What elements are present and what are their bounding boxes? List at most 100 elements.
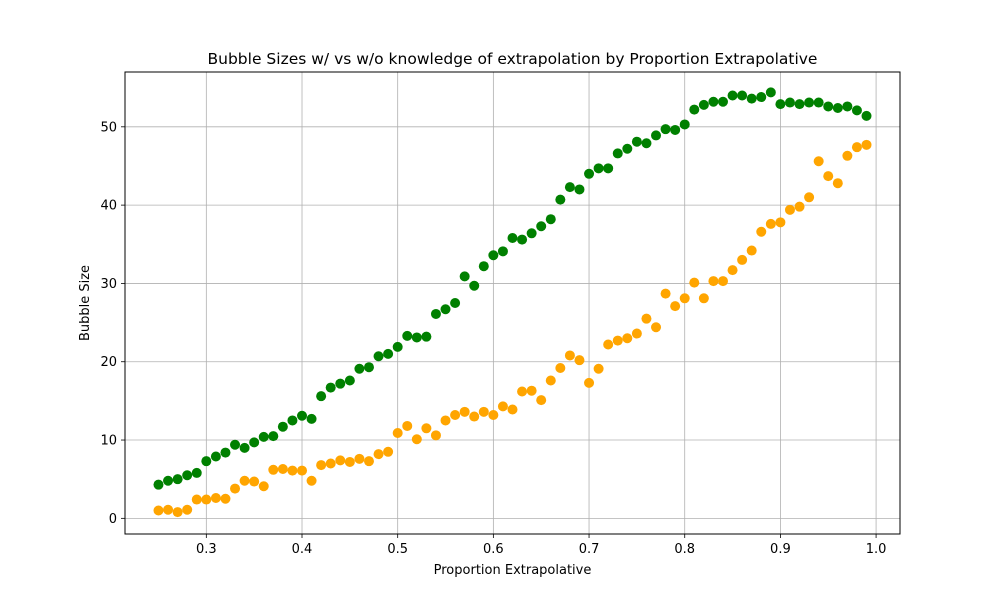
grid-lines (125, 72, 900, 534)
x-axis-ticks: 0.3 0.4 0.5 0.6 0.7 0.8 0.9 1.0 (196, 534, 886, 557)
series-1-point (813, 97, 824, 108)
series-1-point (861, 110, 872, 121)
series-1-point (450, 298, 461, 308)
y-tick-label: 30 (100, 277, 117, 292)
series-1-point (574, 184, 585, 195)
series-1-point (297, 410, 308, 421)
x-tick-label: 0.5 (387, 542, 408, 557)
series-1-point (851, 105, 862, 116)
series-2-point (182, 504, 193, 515)
series-2-point (564, 350, 575, 361)
series-2-point (268, 464, 279, 475)
series-2-point (488, 409, 499, 420)
series-2-point (373, 449, 384, 460)
series-2-point (545, 375, 556, 386)
series-2-point (230, 483, 241, 494)
series-2-point (794, 201, 805, 212)
series-1-point (698, 99, 709, 110)
series-2-point (775, 217, 786, 228)
series-2-point (459, 406, 470, 417)
series-1-point (316, 391, 327, 402)
series-2-point (210, 492, 221, 503)
series-2-point (584, 377, 595, 388)
series-2-point (297, 465, 308, 476)
x-tick-label: 0.3 (196, 542, 217, 557)
series-1-point (651, 130, 662, 141)
series-1-point (689, 104, 700, 115)
series-1-point (593, 163, 604, 174)
series-2-point (861, 139, 872, 150)
series-1-point (622, 143, 633, 154)
series-2-point (631, 328, 642, 339)
y-tick-label: 50 (100, 120, 117, 135)
series-2-point (344, 456, 355, 467)
series-2-point (153, 505, 164, 516)
series-1-point (536, 221, 547, 232)
y-tick-label: 10 (100, 434, 117, 449)
series-2-point (306, 475, 317, 486)
series-1-point (746, 93, 757, 104)
series-2-point (287, 465, 298, 476)
series-1-point (708, 96, 719, 107)
series-2-point (517, 386, 528, 397)
x-tick-label: 0.6 (483, 542, 504, 557)
series-1-point (220, 447, 231, 458)
series-1-point (277, 421, 288, 432)
series-2-point (698, 293, 709, 304)
series-1-point (717, 96, 728, 107)
series-1-point (363, 362, 374, 373)
y-axis-label: Bubble Size (78, 265, 93, 341)
series-2-point (832, 178, 843, 189)
y-tick-label: 20 (100, 355, 117, 370)
series-2-point (478, 406, 489, 417)
series-2-point (191, 494, 202, 505)
series-1-point (191, 467, 202, 478)
series-1-point (670, 124, 681, 135)
series-2-point (172, 507, 183, 518)
series-1-point (727, 90, 738, 101)
series-2-point (851, 142, 862, 153)
series-1-point (172, 474, 183, 485)
series-2-point (660, 288, 671, 299)
series-1-point (823, 101, 834, 112)
x-tick-label: 0.4 (292, 542, 313, 557)
series-2-point (823, 171, 834, 182)
series-2-point (239, 475, 250, 486)
series-2-point (842, 150, 853, 161)
series-1-point (402, 330, 413, 341)
series-1-point (469, 280, 480, 291)
series-1-point (832, 103, 843, 114)
series-1-point (612, 148, 623, 159)
series-1-point (794, 99, 805, 110)
x-tick-label: 0.9 (770, 542, 791, 557)
series-2-point (402, 420, 413, 431)
series-2-point (765, 218, 776, 229)
series-2-point (641, 313, 652, 324)
x-axis-label: Proportion Extrapolative (434, 563, 592, 578)
series-1-point (163, 475, 174, 486)
series-1-point (268, 431, 279, 442)
series-1-point (153, 479, 164, 490)
chart-title: Bubble Sizes w/ vs w/o knowledge of extr… (208, 50, 818, 68)
series-2-point (249, 476, 260, 487)
series-1-point (545, 214, 556, 225)
series-1-point (344, 375, 355, 386)
series-2-point (430, 430, 441, 441)
series-1-point (421, 331, 432, 342)
y-tick-label: 40 (100, 199, 117, 214)
plot-frame (124, 71, 901, 535)
series-2-point (717, 276, 728, 287)
series-1-point (478, 261, 489, 272)
series-1-point (641, 138, 652, 149)
series-2-point (784, 204, 795, 215)
series-1-point (564, 182, 575, 193)
series-1-point (584, 168, 595, 179)
series-1-point (488, 250, 499, 261)
x-tick-label: 1.0 (866, 542, 887, 557)
series-2-point (507, 404, 518, 415)
series-2-point (526, 385, 537, 396)
x-tick-label: 0.7 (579, 542, 600, 557)
series-1-point (497, 246, 508, 257)
series-1-point (249, 437, 260, 448)
series-2-point (469, 411, 480, 422)
